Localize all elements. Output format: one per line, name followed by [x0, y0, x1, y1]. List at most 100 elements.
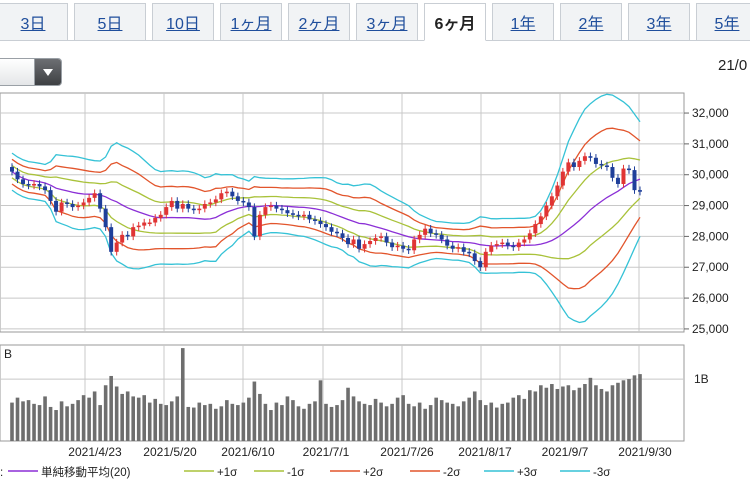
volume-bar [561, 386, 565, 441]
sma-line [11, 171, 641, 247]
tab-5y[interactable]: 5年 [696, 3, 750, 41]
legend-label: +3σ [517, 467, 537, 479]
volume-bar [605, 391, 609, 441]
volume-bar [340, 400, 345, 441]
candle-body [48, 190, 53, 201]
price-panel [0, 92, 685, 333]
candle-body [329, 227, 334, 232]
volume-bar [54, 410, 58, 441]
volume-tick-label: 1B [694, 372, 709, 386]
volume-bar [32, 403, 36, 441]
candle-body [632, 170, 637, 191]
candle-body [571, 162, 576, 168]
candle-body [76, 205, 81, 208]
candle-body [219, 193, 224, 200]
volume-bar [164, 405, 169, 441]
x-axis-label: 2021/9/7 [542, 445, 589, 459]
volume-bar [461, 401, 466, 441]
volume-bar [489, 402, 494, 441]
volume-bar [390, 403, 394, 441]
candle-body [582, 156, 587, 161]
volume-bar [81, 395, 86, 441]
candle-body [362, 244, 367, 249]
volume-bar [169, 401, 174, 441]
candle-body [516, 242, 521, 248]
volume-bar [214, 408, 218, 441]
candle-body [588, 156, 593, 158]
candle-body [428, 228, 433, 234]
volume-bar [197, 402, 202, 441]
chart-type-select[interactable] [0, 58, 62, 86]
volume-bar [401, 395, 405, 441]
tab-1m[interactable]: 1ヶ月 [220, 3, 282, 41]
candle-body [593, 157, 598, 164]
volume-bar [219, 406, 224, 441]
tab-2y[interactable]: 2年 [560, 3, 622, 41]
volume-bar [329, 406, 334, 441]
candle-body [224, 191, 229, 194]
candle-body [384, 236, 389, 243]
volume-bar [362, 403, 367, 441]
candle-body [379, 236, 384, 238]
tab-3m[interactable]: 3ヶ月 [356, 3, 418, 41]
candle-body [324, 224, 328, 228]
chevron-down-icon [43, 68, 53, 76]
volume-bar [120, 393, 124, 441]
candle-body [566, 162, 571, 172]
x-axis-label: 2021/9/30 [618, 445, 672, 459]
candle-body [544, 205, 549, 217]
volume-bar [494, 407, 499, 441]
candle-body [406, 248, 411, 251]
dropdown-button[interactable] [34, 59, 61, 85]
volume-bar [599, 388, 604, 441]
tab-10d[interactable]: 10日 [152, 3, 214, 41]
volume-bar [500, 403, 505, 441]
volume-bar [98, 405, 102, 441]
tab-6m[interactable]: 6ヶ月 [424, 3, 486, 41]
candle-body [103, 208, 108, 228]
volume-bar [302, 408, 306, 441]
candle-body [599, 163, 604, 166]
candle-body [263, 207, 268, 215]
candle-body [610, 167, 615, 178]
candle-body [125, 234, 130, 237]
volume-bar [247, 397, 251, 441]
candle-body [213, 199, 218, 203]
volume-bar [368, 405, 372, 441]
volume-bar [522, 398, 527, 441]
volume-bar [153, 398, 158, 441]
volume-bar [269, 410, 273, 441]
candle-body [511, 245, 516, 248]
volume-bar [225, 400, 229, 441]
volume-bar [483, 405, 488, 441]
volume-bar [203, 405, 207, 441]
candle-body [312, 219, 317, 221]
volume-bar [412, 406, 416, 441]
volume-bar [10, 402, 14, 441]
volume-bar [65, 406, 69, 441]
candle-body [37, 183, 42, 187]
candle-body [43, 186, 48, 191]
candle-body [395, 245, 400, 248]
candle-body [98, 193, 103, 209]
volume-bar [191, 407, 196, 441]
legend-label: 単純移動平均(20) [41, 465, 131, 479]
candle-body [357, 239, 362, 249]
x-axis-label: 2021/4/23 [68, 445, 122, 459]
tab-3d[interactable]: 3日 [0, 3, 68, 41]
candle-body [147, 222, 152, 225]
tab-1y[interactable]: 1年 [492, 3, 554, 41]
candle-body [26, 183, 31, 186]
volume-bar [583, 384, 587, 441]
candle-body [120, 234, 125, 243]
tab-5d[interactable]: 5日 [74, 3, 146, 41]
volume-bar [125, 391, 130, 441]
volume-bar [450, 403, 455, 441]
legend-label: -2σ [443, 467, 460, 479]
volume-bar [48, 406, 53, 441]
tab-3y[interactable]: 3年 [628, 3, 690, 41]
tab-2m[interactable]: 2ヶ月 [288, 3, 350, 41]
candle-body [373, 237, 378, 242]
volume-bar [147, 402, 152, 441]
candle-body [202, 204, 207, 209]
